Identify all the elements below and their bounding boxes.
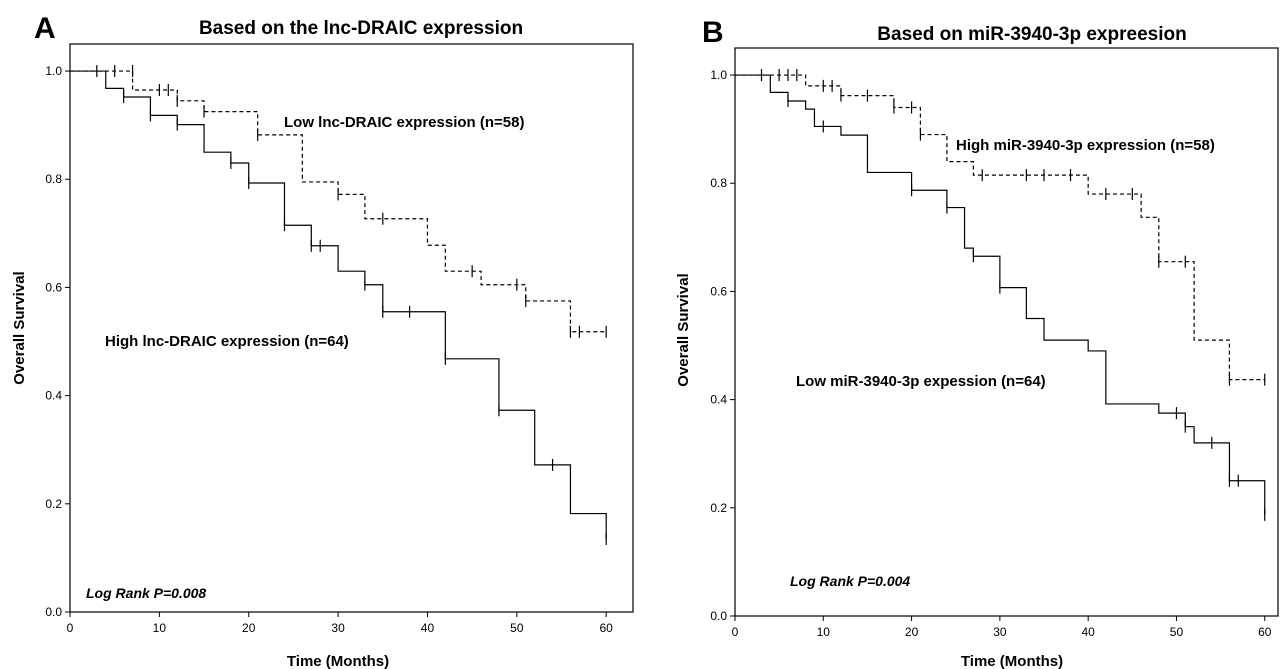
panel-a-y-axis-label: Overall Survival [11, 271, 28, 384]
panel-b-x-axis-label: Time (Months) [961, 653, 1063, 669]
panel-b-survival-curve-0 [735, 74, 1265, 381]
panel-a-x-tick-label: 30 [331, 621, 345, 635]
panel-a-survival-curve-0 [70, 70, 607, 333]
panel-b-x-axis: 0 10 20 30 40 50 60 [732, 616, 1272, 639]
panel-b-series-label-high: High miR-3940-3p expression (n=58) [956, 137, 1215, 154]
panel-b-y-tick-label: 0.2 [710, 501, 727, 515]
panel-b-title: Based on miR-3940-3p expreesion [877, 24, 1186, 45]
panel-a-letter: A [34, 12, 56, 45]
panel-a-y-tick-label: 0.8 [45, 172, 62, 186]
panel-b-series-label-low: Low miR-3940-3p expession (n=64) [796, 373, 1046, 390]
panel-b-plot-frame [734, 47, 1279, 617]
panel-b-x-tick-label: 10 [817, 625, 831, 639]
panel-a-x-axis-label: Time (Months) [287, 653, 389, 669]
panel-a-x-tick-label: 20 [242, 621, 256, 635]
panel-a-title: Based on the lnc-DRAIC expression [199, 18, 523, 39]
panel-b-x-tick-label: 60 [1258, 625, 1272, 639]
panel-a-x-tick-label: 60 [600, 621, 614, 635]
panel-b-y-tick-label: 0.8 [710, 176, 727, 190]
panel-a-series-label-high: High lnc-DRAIC expression (n=64) [105, 333, 349, 350]
panel-a-y-tick-label: 1.0 [45, 64, 62, 78]
panel-b-x-tick-label: 20 [905, 625, 919, 639]
panel-a-series-label-low: Low lnc-DRAIC expression (n=58) [284, 114, 524, 131]
panel-b-x-tick-label: 40 [1081, 625, 1095, 639]
panel-a-x-tick-label: 0 [67, 621, 74, 635]
panel-a-plot-frame [69, 43, 634, 613]
panel-b-x-tick-label: 30 [993, 625, 1007, 639]
panel-a-y-axis: 0.0 0.2 0.4 0.6 0.8 1.0 [45, 64, 70, 619]
panel-a-y-tick-label: 0.2 [45, 497, 62, 511]
panel-b-letter: B [702, 16, 724, 49]
panel-a-y-tick-label: 0.0 [45, 605, 62, 619]
panel-a-x-tick-label: 40 [421, 621, 435, 635]
panel-b-log-rank-annotation: Log Rank P=0.004 [790, 573, 910, 589]
panel-b-series [735, 69, 1266, 521]
panel-b-y-tick-label: 1.0 [710, 68, 727, 82]
panel-a-series [70, 65, 607, 545]
panel-a-x-tick-label: 10 [153, 621, 167, 635]
panel-b-x-tick-label: 0 [732, 625, 739, 639]
panel-a-survival-curve-1 [70, 70, 607, 539]
panel-a-x-tick-label: 50 [510, 621, 524, 635]
panel-a: A Based on the lnc-DRAIC expression 0.00… [11, 12, 634, 669]
panel-b-y-tick-label: 0.0 [710, 609, 727, 623]
panel-b-x-tick-label: 50 [1170, 625, 1184, 639]
panel-a-x-axis: 0 10 20 30 40 50 60 [67, 612, 614, 635]
panel-a-log-rank-annotation: Log Rank P=0.008 [86, 585, 206, 601]
panel-b-y-axis-label: Overall Survival [675, 273, 692, 386]
panel-a-y-tick-label: 0.6 [45, 280, 62, 294]
panel-a-y-tick-label: 0.4 [45, 389, 62, 403]
panel-b-y-tick-label: 0.6 [710, 284, 727, 298]
panel-b: B Based on miR-3940-3p expreesion 0.0 0.2… [675, 16, 1279, 669]
panel-b-y-tick-label: 0.4 [710, 393, 727, 407]
panel-b-y-axis: 0.0 0.2 0.4 0.6 0.8 1.0 [710, 68, 735, 623]
